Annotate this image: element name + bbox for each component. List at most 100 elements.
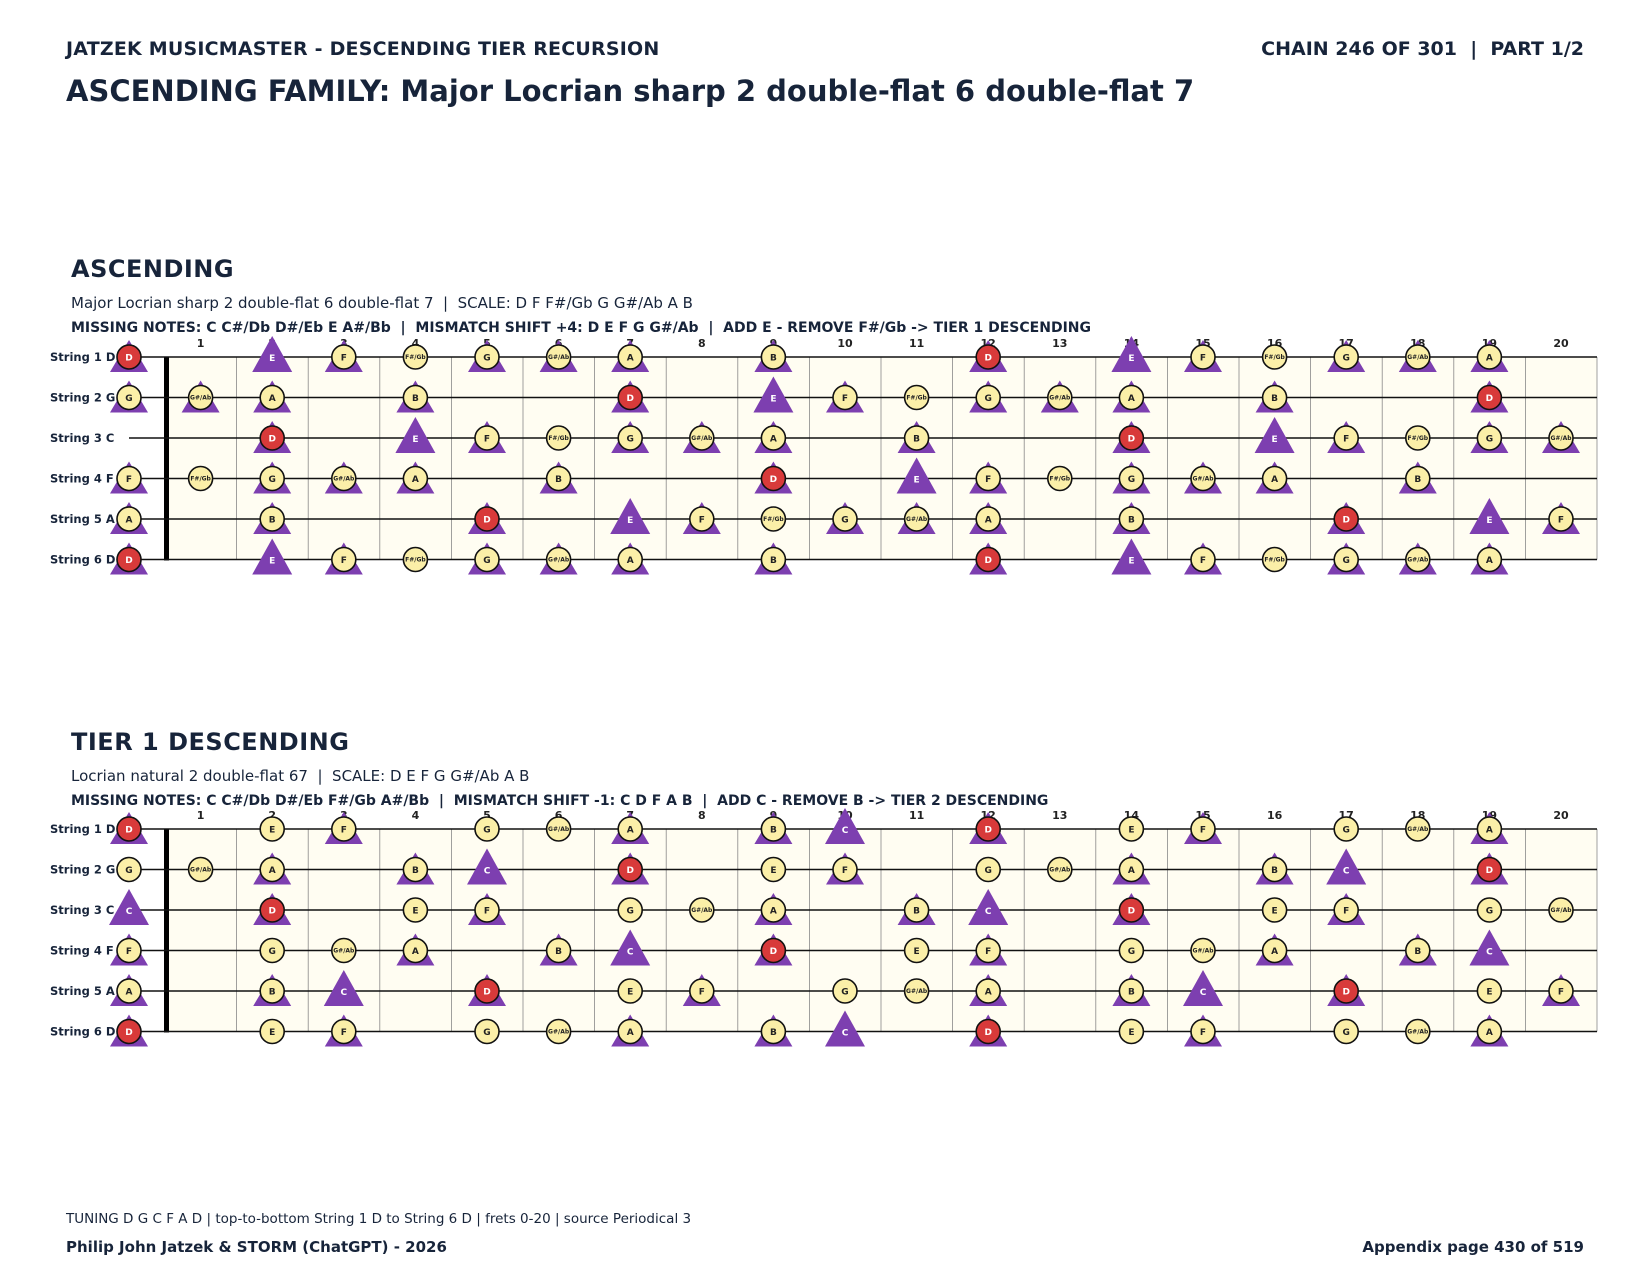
root-note: [975, 344, 1002, 370]
note-label: A: [627, 556, 634, 566]
root-note: [617, 856, 644, 883]
scale-note: [688, 425, 715, 451]
note-label: G: [125, 866, 132, 876]
note-label: D: [770, 947, 777, 957]
scale-note: [760, 344, 787, 370]
scale-note: [545, 425, 572, 451]
note-label: B: [1128, 516, 1135, 526]
scale-note: [832, 856, 858, 883]
added-note-label: C: [985, 907, 992, 917]
scale-note: [1405, 816, 1431, 842]
scale-note: [975, 856, 1002, 883]
note-label: F: [1558, 516, 1564, 526]
note-label: A: [269, 866, 276, 876]
note-label: F: [1200, 556, 1206, 566]
note-label: D: [1486, 866, 1493, 876]
fret-number: 20: [1553, 809, 1569, 822]
note-label: A: [770, 435, 777, 445]
footer-tuning: TUNING D G C F A D | top-to-bottom Strin…: [66, 1211, 692, 1227]
note-label: F#/Gb: [763, 516, 784, 523]
added-note-label: E: [269, 557, 275, 567]
note-label: G#/Ab: [1192, 948, 1214, 955]
note-label: G#/Ab: [1407, 557, 1429, 564]
scale-note: [1333, 897, 1359, 923]
note-label: F#/Gb: [1264, 354, 1285, 361]
string-label: String 2 G: [50, 863, 115, 877]
scale-note: [975, 384, 1002, 411]
scale-note: [259, 384, 286, 411]
string-label: String 1 D: [50, 350, 115, 364]
scale-note: [474, 897, 500, 923]
note-label: D: [1128, 907, 1135, 917]
scale-note: [617, 1018, 644, 1045]
scale-note: [1190, 937, 1216, 964]
note-label: E: [1128, 1028, 1134, 1038]
note-label: E: [914, 947, 920, 957]
note-label: B: [1414, 947, 1421, 957]
fret-number: 11: [909, 337, 924, 350]
scale-note: [1548, 425, 1574, 451]
scale-note: [1118, 465, 1145, 492]
scale-note: [1333, 546, 1359, 573]
note-label: G: [1343, 826, 1350, 836]
note-label: F: [341, 354, 347, 364]
root-note: [1118, 425, 1145, 451]
string-label: String 6 D: [50, 553, 115, 567]
scale-note: [259, 465, 286, 492]
root-note: [760, 937, 787, 964]
added-note-label: E: [1486, 516, 1492, 526]
root-note: [975, 816, 1002, 842]
section-scale-line: Locrian natural 2 double-flat 67 | SCALE…: [71, 767, 530, 785]
scale-note: [688, 978, 715, 1004]
note-label: D: [1342, 988, 1349, 998]
root-note: [259, 897, 286, 923]
note-label: G#/Ab: [1407, 1029, 1429, 1036]
note-label: F: [1200, 1028, 1206, 1038]
added-note-triangle: [395, 417, 436, 453]
root-note: [760, 465, 787, 492]
scale-note: [330, 816, 357, 842]
note-label: G: [269, 947, 276, 957]
scale-note: [1333, 1018, 1359, 1045]
note-label: B: [555, 947, 562, 957]
added-note-label: E: [269, 354, 275, 364]
note-label: B: [555, 475, 562, 485]
scale-note: [116, 856, 142, 883]
root-note: [975, 1018, 1002, 1045]
scale-note: [402, 384, 429, 411]
page-title: ASCENDING FAMILY: Major Locrian sharp 2 …: [66, 74, 1195, 108]
scale-note: [545, 937, 572, 964]
root-note: [474, 506, 500, 532]
note-label: E: [269, 826, 275, 836]
scale-note: [760, 425, 787, 451]
note-label: G#/Ab: [333, 476, 355, 483]
scale-note: [760, 897, 787, 923]
scale-note: [1333, 344, 1359, 370]
added-note-label: C: [842, 1029, 849, 1039]
added-note-triangle: [896, 457, 937, 494]
scale-note: [1118, 937, 1145, 964]
note-label: B: [913, 435, 920, 445]
scale-note: [1476, 816, 1503, 842]
header-chain-info: CHAIN 246 OF 301 | PART 1/2: [1261, 38, 1584, 60]
added-note-triangle: [968, 889, 1009, 925]
scale-note: [903, 937, 930, 964]
note-label: G#/Ab: [1049, 867, 1071, 874]
note-label: E: [770, 866, 776, 876]
section-missing-notes: MISSING NOTES: C C#/Db D#/Eb F#/Gb A#/Bb…: [71, 793, 1049, 809]
section-title: ASCENDING: [71, 255, 235, 283]
scale-note: [1047, 856, 1073, 883]
added-note-triangle: [252, 336, 293, 372]
note-label: G: [841, 516, 848, 526]
scale-note: [832, 384, 858, 411]
note-label: B: [412, 394, 419, 404]
added-note-triangle: [610, 498, 651, 534]
note-label: F: [842, 394, 848, 404]
added-note-label: C: [484, 867, 491, 877]
root-note: [116, 1018, 142, 1045]
footer-page-number: Appendix page 430 of 519: [1362, 1238, 1584, 1256]
scale-note: [330, 344, 357, 370]
scale-note: [1476, 897, 1503, 923]
scale-note: [1261, 384, 1288, 411]
